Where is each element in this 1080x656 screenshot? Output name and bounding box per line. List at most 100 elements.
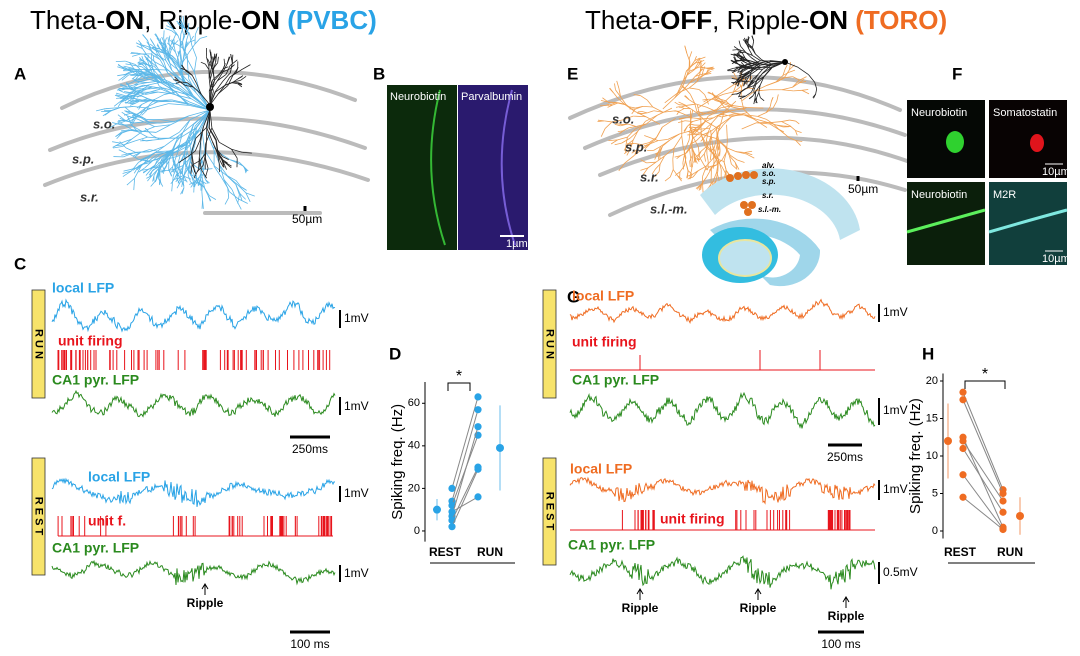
neurite xyxy=(144,61,150,68)
neurite xyxy=(176,155,181,168)
neurite xyxy=(146,41,151,48)
neurite xyxy=(120,85,128,88)
neurite xyxy=(742,52,746,59)
neurite xyxy=(133,84,144,90)
title-part: , Ripple- xyxy=(144,5,241,35)
neurite xyxy=(645,116,661,125)
neurite xyxy=(204,188,209,196)
neurite xyxy=(766,107,774,113)
pair-line xyxy=(451,469,479,527)
neurite xyxy=(215,84,226,93)
neurite xyxy=(194,38,201,45)
neurite xyxy=(736,67,742,72)
neurite xyxy=(150,39,155,46)
neurite xyxy=(216,152,220,164)
neurite xyxy=(176,54,179,60)
neurite xyxy=(213,53,218,61)
neurite xyxy=(153,60,158,67)
neurite xyxy=(657,153,660,161)
neurite xyxy=(708,91,713,95)
neurite xyxy=(692,127,697,134)
neurite xyxy=(711,124,721,136)
neurite xyxy=(131,119,136,125)
neurite xyxy=(730,107,747,112)
neurite xyxy=(229,59,238,66)
neurite xyxy=(688,81,698,89)
neurite xyxy=(154,157,162,166)
neurite xyxy=(747,82,751,87)
neurite xyxy=(757,116,767,120)
neurite xyxy=(700,134,708,146)
image-label: Parvalbumin xyxy=(461,91,522,103)
mv-label: 0.5mV xyxy=(883,565,918,579)
neurite xyxy=(620,96,627,105)
neurite xyxy=(140,156,148,162)
neurite xyxy=(672,169,678,176)
neurite xyxy=(109,107,121,112)
neurite xyxy=(126,177,135,186)
neurite xyxy=(795,140,803,142)
neurite xyxy=(684,120,693,122)
y-tick-label: 0 xyxy=(932,525,938,537)
neurite xyxy=(150,145,165,157)
neurite xyxy=(687,170,693,176)
neurite xyxy=(227,175,237,181)
neurite xyxy=(757,69,763,76)
neurite xyxy=(144,69,149,73)
neurite xyxy=(181,65,187,71)
neurite xyxy=(132,83,139,88)
neurite xyxy=(689,161,691,168)
neurite xyxy=(149,171,153,177)
neurite xyxy=(798,78,805,84)
neurite xyxy=(153,169,158,176)
neurite xyxy=(135,42,144,47)
neurite xyxy=(188,43,196,54)
neurite xyxy=(130,124,138,132)
neurite xyxy=(689,174,693,180)
neurite xyxy=(700,145,709,152)
neurite xyxy=(127,86,138,88)
neurite xyxy=(607,102,617,106)
neurite xyxy=(165,151,178,154)
neurite xyxy=(190,164,193,174)
neurite xyxy=(715,98,725,103)
neurite xyxy=(737,81,745,83)
state-label: R E S T xyxy=(33,497,45,536)
neurite xyxy=(626,142,634,147)
neurite xyxy=(669,169,674,178)
layer-label: s.l.-m. xyxy=(650,201,688,216)
neurite xyxy=(179,119,191,133)
neurite xyxy=(166,151,173,159)
data-point xyxy=(959,437,967,445)
pair-line xyxy=(451,396,479,489)
neurite xyxy=(226,56,231,65)
neurite xyxy=(715,170,719,182)
neurite xyxy=(159,40,167,47)
significance-bracket xyxy=(447,382,471,391)
neurite xyxy=(694,102,698,114)
y-tick-label: 20 xyxy=(926,375,938,387)
neurite xyxy=(627,123,637,127)
neurite xyxy=(726,67,734,71)
neurite xyxy=(815,88,818,95)
image-label: Neurobiotin xyxy=(911,189,967,201)
neurite xyxy=(157,51,165,62)
neurite xyxy=(185,41,188,47)
neurite xyxy=(168,42,172,51)
neurite xyxy=(682,162,685,170)
neurite xyxy=(746,153,755,159)
neurite xyxy=(205,168,213,170)
neurite xyxy=(150,46,159,53)
neurite xyxy=(701,117,714,120)
neurite xyxy=(179,52,182,61)
neurite xyxy=(141,92,148,96)
neurite xyxy=(125,63,133,66)
neurite xyxy=(120,124,132,126)
neurite xyxy=(795,120,800,125)
neurite xyxy=(136,70,142,76)
neurite xyxy=(701,131,711,136)
neurite xyxy=(706,168,712,178)
neurite xyxy=(164,49,167,57)
neurite xyxy=(167,21,173,29)
